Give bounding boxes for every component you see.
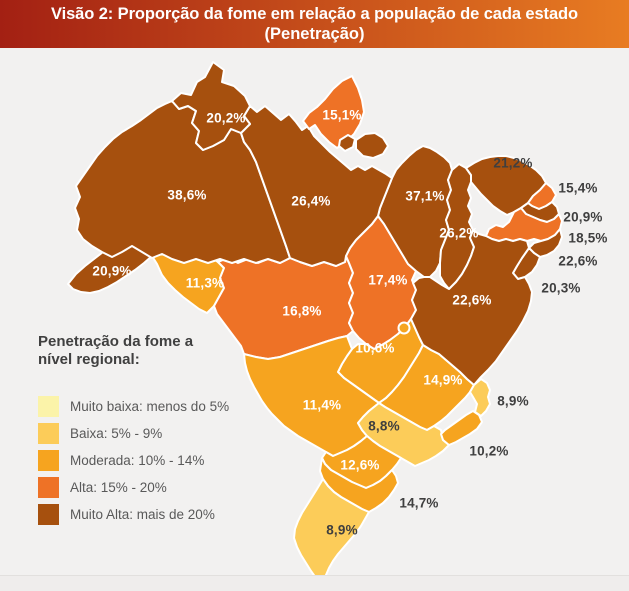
state-label-sc: 14,7% [399,496,438,511]
state-label-ba: 22,6% [452,293,491,308]
legend-item-muito-alta: Muito Alta: mais de 20% [38,504,258,525]
state-label-pe: 18,5% [568,231,607,246]
state-label-ce: 21,2% [493,156,532,171]
state-label-al: 22,6% [558,254,597,269]
legend-title: Penetração da fome a nível regional: [38,333,258,369]
state-label-go: 10,6% [355,341,394,356]
state-label-se: 20,3% [541,281,580,296]
state-rr [171,61,251,151]
state-label-rr: 20,2% [206,111,245,126]
state-label-ms: 11,4% [303,398,342,413]
state-label-rj: 10,2% [469,444,508,459]
legend-item-muito-baixa: Muito baixa: menos do 5% [38,396,258,417]
legend-swatch-alta [38,477,59,498]
state-label-es: 8,9% [497,394,529,409]
page-title: Visão 2: Proporção da fome em relação a … [0,0,629,48]
state-label-to: 17,4% [368,273,407,288]
legend-swatch-baixa [38,423,59,444]
footer-strip [0,575,629,591]
legend-item-alta: Alta: 15% - 20% [38,477,258,498]
legend: Penetração da fome a nível regional: Mui… [38,333,258,525]
marajo-island-east [355,132,389,159]
legend-label: Baixa: 5% - 9% [70,426,163,441]
state-label-rs: 8,9% [326,523,358,538]
state-label-rn: 15,4% [558,181,597,196]
state-label-pr: 12,6% [340,458,379,473]
state-label-mg: 14,9% [423,373,462,388]
legend-items: Muito baixa: menos do 5% Baixa: 5% - 9% … [38,396,258,525]
legend-item-baixa: Baixa: 5% - 9% [38,423,258,444]
state-label-am: 38,6% [167,188,206,203]
marajo-island-west [338,134,356,152]
state-ba [410,229,533,386]
state-es [469,378,491,417]
page-title-line1: Visão 2: Proporção da fome em relação a … [51,5,578,23]
state-sp [357,402,450,467]
state-label-ro: 11,3% [186,276,225,291]
legend-label: Alta: 15% - 20% [70,480,167,495]
legend-item-moderada: Moderada: 10% - 14% [38,450,258,471]
state-label-ma: 37,1% [405,189,444,204]
legend-swatch-moderada [38,450,59,471]
page-title-line2: (Penetração) [264,25,365,43]
state-label-sp: 8,8% [368,419,400,434]
state-label-ap: 15,1% [322,108,361,123]
legend-title-line1: Penetração da fome a [38,333,194,350]
legend-title-line2: nível regional: [38,351,140,368]
legend-swatch-muito-baixa [38,396,59,417]
legend-label: Muito Alta: mais de 20% [70,507,215,522]
state-label-ac: 20,9% [92,264,131,279]
state-label-pi: 26,2% [439,226,478,241]
state-ap [302,75,365,149]
state-label-pa: 26,4% [291,194,330,209]
legend-label: Muito baixa: menos do 5% [70,399,230,414]
state-pa [240,105,393,267]
state-label-pb: 20,9% [563,210,602,225]
state-rs [293,478,370,583]
state-df-circle [397,321,411,335]
legend-label: Moderada: 10% - 14% [70,453,205,468]
state-pe [485,207,563,242]
state-label-mt: 16,8% [282,304,321,319]
legend-swatch-muito-alta [38,504,59,525]
state-rj [440,410,483,446]
